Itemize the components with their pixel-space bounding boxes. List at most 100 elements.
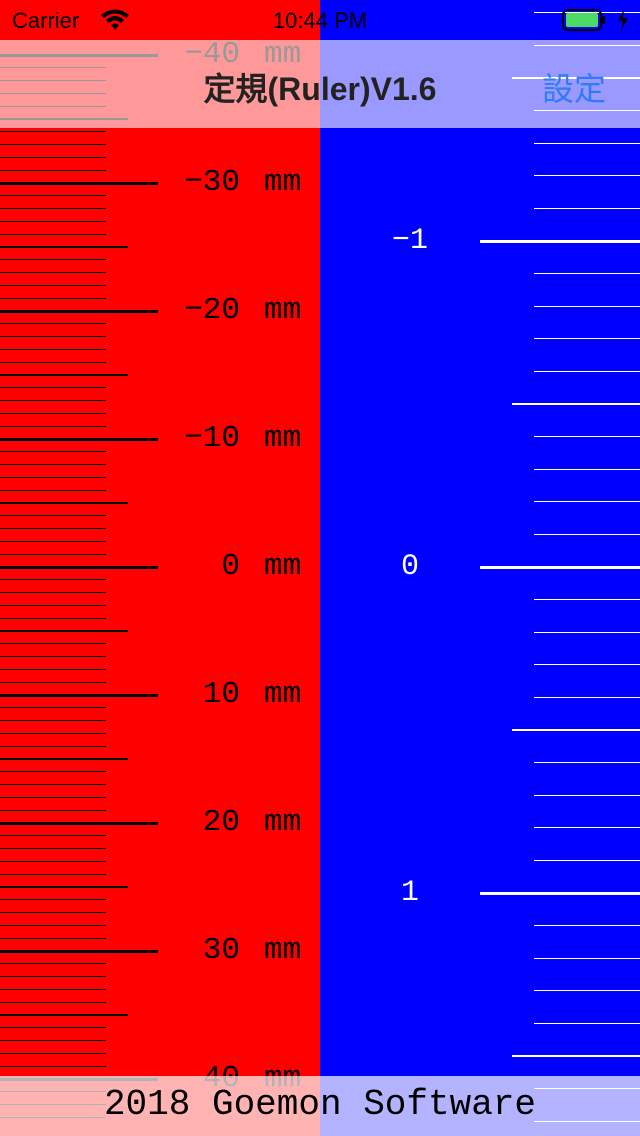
mm-label: 10 mm (150, 677, 320, 713)
mm-tick (0, 604, 106, 606)
mm-tick (0, 451, 106, 453)
mm-tick (0, 297, 106, 299)
inch-tick (534, 142, 640, 144)
mm-tick (0, 284, 106, 286)
mm-label: −30 mm (150, 165, 320, 201)
mm-tick (0, 758, 128, 760)
inch-tick (534, 990, 640, 992)
inch-tick (534, 631, 640, 633)
page-title: 定規(Ruler)V1.6 (203, 71, 437, 107)
mm-tick (0, 181, 158, 185)
mm-label-value: 20 (202, 805, 240, 840)
mm-tick (0, 963, 106, 965)
inch-tick (534, 501, 640, 503)
mm-tick (0, 387, 106, 389)
mm-tick (0, 835, 106, 837)
mm-tick (0, 400, 106, 402)
mm-tick (0, 515, 106, 517)
mm-label: 0 mm (150, 549, 320, 585)
mm-label-unit: mm (264, 933, 302, 968)
mm-tick (0, 412, 106, 414)
mm-tick (0, 553, 106, 555)
inch-tick (534, 925, 640, 927)
mm-tick (0, 309, 158, 313)
mm-tick (0, 437, 158, 441)
inch-tick (480, 239, 640, 243)
inch-tick (534, 273, 640, 275)
mm-tick (0, 976, 106, 978)
mm-label-unit: mm (264, 677, 302, 712)
mm-tick (0, 220, 106, 222)
mm-label-unit: mm (264, 165, 302, 200)
mm-label: 20 mm (150, 805, 320, 841)
mm-tick (0, 1027, 106, 1029)
mm-tick (0, 937, 106, 939)
mm-tick (0, 233, 106, 235)
inch-label: −1 (391, 224, 428, 258)
settings-button[interactable]: 設定 (541, 71, 606, 107)
inch-tick (534, 533, 640, 535)
mm-label-value: 0 (221, 549, 240, 584)
mm-tick (0, 1001, 106, 1003)
inch-tick (534, 12, 640, 14)
mm-tick (0, 886, 128, 888)
mm-tick (0, 809, 106, 811)
footer-credit: 2018 Goemon Software (103, 1084, 537, 1125)
mm-tick (0, 668, 106, 670)
inch-tick (534, 599, 640, 601)
mm-tick (0, 144, 106, 146)
mm-tick (0, 860, 106, 862)
mm-label-unit: mm (264, 549, 302, 584)
inch-tick (534, 305, 640, 307)
mm-label-value: −20 (184, 293, 240, 328)
mm-tick (0, 720, 106, 722)
inch-tick (534, 664, 640, 666)
mm-tick (0, 707, 106, 709)
mm-label: 30 mm (150, 933, 320, 969)
mm-label-value: 10 (202, 677, 240, 712)
inch-label: 1 (400, 876, 419, 910)
mm-label-unit: mm (264, 421, 302, 456)
inch-tick (512, 403, 640, 405)
mm-tick (0, 259, 106, 261)
mm-tick (0, 246, 128, 248)
carrier-label: Carrier (12, 8, 80, 33)
mm-tick (0, 425, 106, 427)
footer: 2018 Goemon Software (0, 1076, 640, 1136)
clock-label: 10:44 PM (272, 8, 368, 33)
mm-tick (0, 873, 106, 875)
navigation-bar: 定規(Ruler)V1.6 設定 (0, 40, 640, 128)
inch-label: 0 (400, 550, 419, 584)
mm-tick (0, 131, 106, 133)
mm-tick (0, 502, 128, 504)
inch-tick (534, 338, 640, 340)
mm-tick (0, 796, 106, 798)
mm-tick (0, 1040, 106, 1042)
mm-tick (0, 528, 106, 530)
mm-tick (0, 848, 106, 850)
mm-tick (0, 336, 106, 338)
mm-tick (0, 1065, 106, 1067)
mm-tick (0, 912, 106, 914)
mm-tick (0, 579, 106, 581)
inch-tick (534, 957, 640, 959)
mm-tick (0, 693, 158, 697)
mm-label-value: −10 (184, 421, 240, 456)
mm-label-value: −30 (184, 165, 240, 200)
mm-tick (0, 821, 158, 825)
inch-tick (512, 729, 640, 731)
mm-tick (0, 169, 106, 171)
inch-tick (534, 468, 640, 470)
mm-tick (0, 195, 106, 197)
mm-tick (0, 361, 106, 363)
inch-tick (534, 794, 640, 796)
battery-icon (562, 9, 605, 31)
inch-tick (534, 1022, 640, 1024)
inch-tick (534, 696, 640, 698)
mm-label-unit: mm (264, 293, 302, 328)
mm-tick (0, 374, 128, 376)
mm-tick (0, 924, 106, 926)
inch-tick (512, 1055, 640, 1057)
inch-tick (534, 827, 640, 829)
mm-tick (0, 988, 106, 990)
